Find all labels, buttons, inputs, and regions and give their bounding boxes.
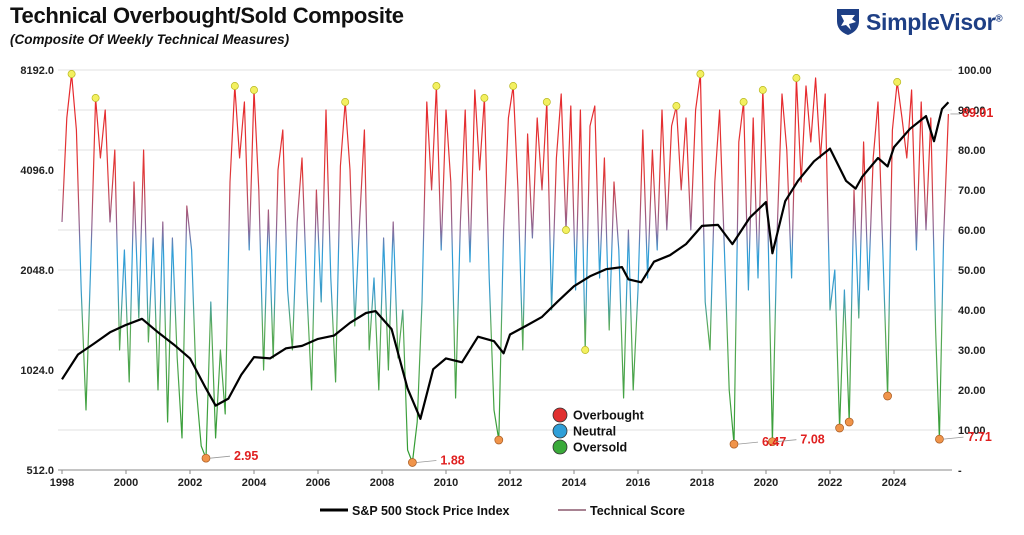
x-tick-label: 2022 — [818, 477, 842, 489]
overbought-peak-marker — [230, 82, 239, 90]
zone-legend: Overbought Neutral Oversold — [552, 407, 645, 455]
x-tick-label: 2004 — [242, 477, 267, 489]
overbought-peak-marker — [893, 78, 902, 86]
oversold-trough-marker — [201, 453, 211, 463]
legend-sp500-label: S&P 500 Stock Price Index — [352, 504, 510, 518]
overbought-peak-marker — [341, 98, 350, 106]
right-tick-label: 100.00 — [958, 65, 992, 77]
zone-legend-swatch — [552, 439, 568, 455]
x-tick-label: 2008 — [370, 477, 394, 489]
right-tick-label: 20.00 — [958, 385, 986, 397]
legend-score-label: Technical Score — [590, 504, 685, 518]
oversold-trough-marker — [729, 439, 739, 449]
left-tick-label: 1024.0 — [20, 365, 54, 377]
x-tick-label: 2010 — [434, 477, 458, 489]
right-tick-label: 40.00 — [958, 305, 986, 317]
overbought-peak-marker — [432, 82, 441, 90]
annotation-label: 6.47 — [762, 435, 786, 449]
logo-brand-text: SimpleVisor — [866, 9, 996, 35]
oversold-trough-marker — [494, 435, 504, 445]
annotation-leader — [737, 441, 759, 445]
annotation-label: 7.08 — [800, 433, 824, 447]
right-tick-label: 80.00 — [958, 145, 986, 157]
annotation-label: 1.88 — [440, 453, 464, 467]
oversold-trough-marker — [408, 458, 417, 467]
right-tick-label: 10.00 — [958, 425, 986, 437]
annotation-label: 89.01 — [962, 106, 993, 120]
right-tick-label: - — [958, 465, 962, 477]
zone-legend-swatch — [552, 423, 568, 439]
x-tick-label: 2006 — [306, 477, 330, 489]
annotation-label: 2.95 — [234, 449, 258, 463]
series-legend: S&P 500 Stock Price Index Technical Score — [320, 504, 685, 518]
x-tick-label: 1998 — [50, 477, 74, 489]
annotations: 2.95 1.88 6.47 7.08 7.71 89.01 — [209, 106, 993, 467]
overbought-peak-marker — [581, 346, 590, 354]
markers — [67, 70, 944, 467]
chart-subtitle: (Composite Of Weekly Technical Measures) — [10, 32, 290, 47]
right-tick-label: 30.00 — [958, 345, 986, 357]
right-tick-label: 70.00 — [958, 185, 986, 197]
x-axis: 1998 2000 2002 2004 2006 2008 2010 2012 2014 2016… — [50, 470, 907, 489]
overbought-peak-marker — [67, 70, 76, 78]
oversold-trough-marker — [883, 391, 892, 401]
overbought-peak-marker — [672, 102, 681, 110]
zone-legend-label: Neutral — [573, 425, 616, 439]
x-tick-label: 2012 — [498, 477, 522, 489]
x-tick-label: 2002 — [178, 477, 202, 489]
x-tick-label: 2020 — [754, 477, 778, 489]
left-tick-label: 512.0 — [26, 465, 54, 477]
zone-legend-label: Oversold — [573, 441, 627, 455]
oversold-trough-marker — [835, 423, 844, 433]
overbought-peak-marker — [758, 86, 767, 94]
technical-score-line — [61, 73, 949, 464]
x-tick-label: 2018 — [690, 477, 714, 489]
oversold-trough-marker — [935, 434, 944, 444]
overbought-peak-marker — [542, 98, 551, 106]
overbought-peak-marker — [250, 86, 258, 94]
left-axis: 8192.0 4096.0 2048.0 1024.0 512.0 — [20, 65, 54, 477]
sp500-price-line — [61, 101, 950, 420]
chart-title: Technical Overbought/Sold Composite — [10, 3, 404, 28]
overbought-peak-marker — [480, 94, 489, 102]
annotation-label: 7.71 — [967, 430, 991, 444]
logo-registered-mark: ® — [995, 13, 1003, 25]
annotation-leader — [776, 439, 797, 443]
right-axis: 100.00 90.00 80.00 70.00 60.00 50.00 40.00 30.0… — [958, 65, 992, 477]
overbought-peak-marker — [562, 226, 570, 234]
left-tick-label: 4096.0 — [20, 165, 54, 177]
right-tick-label: 60.00 — [958, 225, 986, 237]
zone-legend-swatch — [552, 407, 568, 423]
x-tick-label: 2014 — [562, 477, 587, 489]
left-tick-label: 2048.0 — [20, 265, 54, 277]
plot-area: 2.95 1.88 6.47 7.08 7.71 89.01 — [61, 70, 993, 467]
oversold-trough-marker — [844, 417, 854, 427]
x-tick-label: 2016 — [626, 477, 650, 489]
left-tick-label: 8192.0 — [20, 65, 54, 77]
overbought-peak-marker — [739, 98, 748, 106]
overbought-peak-marker — [696, 70, 705, 78]
right-tick-label: 50.00 — [958, 265, 986, 277]
zone-legend-label: Overbought — [573, 409, 645, 423]
right-tick-label: 90.00 — [958, 105, 986, 117]
annotation-leader — [943, 436, 964, 440]
annotation-leader — [209, 455, 231, 459]
overbought-peak-marker — [91, 94, 100, 102]
logo-brand: SimpleVisor® — [866, 9, 1003, 36]
overbought-peak-marker — [792, 74, 801, 82]
simplevisor-logo: SimpleVisor® — [834, 6, 1014, 38]
overbought-peak-marker — [509, 82, 518, 90]
x-tick-label: 2000 — [114, 477, 138, 489]
x-tick-label: 2024 — [882, 477, 907, 489]
annotation-leader — [416, 460, 437, 463]
eagle-shield-icon — [837, 9, 859, 35]
